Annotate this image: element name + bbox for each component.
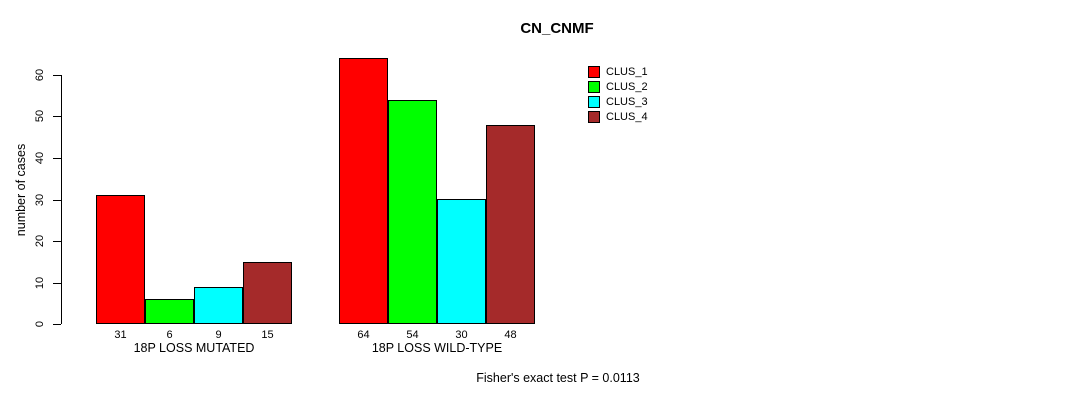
bar-value-label: 6 — [166, 329, 173, 341]
y-axis-line — [61, 75, 62, 324]
legend-row: CLUS_2 — [588, 79, 648, 94]
y-axis-label: number of cases — [14, 143, 28, 237]
legend-swatch — [588, 110, 600, 123]
legend-label: CLUS_3 — [606, 95, 648, 108]
bar-value-label: 9 — [215, 329, 222, 341]
bar-value-label: 48 — [504, 329, 517, 341]
group-label: 18P LOSS MUTATED — [133, 341, 255, 355]
y-tick — [53, 283, 61, 284]
chart-title: CN_CNMF — [520, 20, 594, 37]
bar — [437, 199, 486, 324]
y-tick — [53, 158, 61, 159]
legend-label: CLUS_1 — [606, 65, 648, 78]
legend-row: CLUS_1 — [588, 64, 648, 79]
legend-label: CLUS_2 — [606, 80, 648, 93]
y-tick-label: 20 — [34, 234, 46, 248]
legend-swatch — [588, 95, 600, 108]
bar-value-label: 15 — [261, 329, 274, 341]
bar — [145, 299, 194, 324]
bar — [194, 287, 243, 324]
stat-annotation: Fisher's exact test P = 0.0113 — [476, 371, 640, 385]
bar — [339, 58, 388, 324]
y-tick — [53, 200, 61, 201]
y-tick — [53, 241, 61, 242]
bar — [388, 100, 437, 324]
bar-value-label: 54 — [406, 329, 419, 341]
bar-value-label: 64 — [357, 329, 370, 341]
legend: CLUS_1 CLUS_2 CLUS_3 CLUS_4 — [588, 64, 648, 124]
legend-swatch — [588, 65, 600, 78]
legend-row: CLUS_3 — [588, 94, 648, 109]
group-label: 18P LOSS WILD-TYPE — [371, 341, 503, 355]
bar-value-label: 30 — [455, 329, 468, 341]
y-tick — [53, 324, 61, 325]
y-tick-label: 50 — [34, 109, 46, 123]
y-tick — [53, 116, 61, 117]
bar — [486, 125, 535, 324]
legend-row: CLUS_4 — [588, 109, 648, 124]
legend-label: CLUS_4 — [606, 110, 648, 123]
y-tick-label: 40 — [34, 151, 46, 165]
legend-swatch — [588, 80, 600, 93]
y-tick-label: 0 — [34, 320, 46, 328]
y-tick-label: 10 — [34, 276, 46, 290]
y-tick-label: 60 — [34, 68, 46, 82]
y-tick-label: 30 — [34, 193, 46, 207]
y-tick — [53, 75, 61, 76]
bar-value-label: 31 — [114, 329, 127, 341]
bar — [96, 195, 145, 324]
bar — [243, 262, 292, 324]
